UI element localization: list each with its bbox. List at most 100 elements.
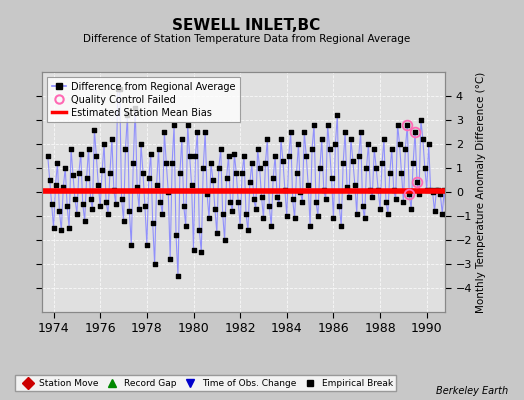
Point: [306, 222, 314, 229]
Point: [201, 129, 210, 135]
Point: [205, 215, 213, 222]
Point: [152, 182, 161, 188]
Point: [310, 122, 318, 128]
Point: [117, 196, 126, 202]
Point: [90, 126, 99, 133]
Point: [234, 198, 243, 205]
Point: [345, 194, 353, 200]
Point: [63, 203, 71, 210]
Point: [318, 136, 326, 142]
Point: [131, 105, 139, 111]
Point: [273, 194, 281, 200]
Point: [454, 189, 462, 195]
Point: [335, 203, 343, 210]
Point: [374, 186, 383, 193]
Point: [380, 136, 388, 142]
Point: [322, 196, 330, 202]
Point: [158, 210, 167, 217]
Point: [277, 136, 285, 142]
Point: [160, 129, 169, 135]
Point: [94, 182, 103, 188]
Point: [448, 189, 456, 195]
Point: [255, 165, 264, 171]
Point: [314, 213, 322, 219]
Point: [315, 165, 324, 171]
Point: [362, 165, 370, 171]
Point: [296, 189, 304, 195]
Point: [195, 227, 203, 234]
Point: [395, 141, 403, 147]
Point: [199, 165, 208, 171]
Point: [405, 191, 413, 198]
Point: [267, 222, 276, 229]
Point: [69, 172, 77, 178]
Text: Difference of Station Temperature Data from Regional Average: Difference of Station Temperature Data f…: [83, 34, 410, 44]
Point: [147, 150, 155, 157]
Point: [427, 186, 435, 193]
Point: [170, 122, 178, 128]
Point: [104, 210, 112, 217]
Point: [298, 198, 307, 205]
Point: [355, 153, 363, 159]
Point: [71, 196, 79, 202]
Point: [269, 174, 277, 181]
Point: [351, 182, 359, 188]
Point: [46, 177, 54, 183]
Point: [143, 242, 151, 248]
Point: [263, 136, 271, 142]
Point: [382, 198, 390, 205]
Point: [168, 160, 177, 166]
Point: [137, 141, 145, 147]
Point: [450, 208, 458, 214]
Point: [246, 179, 254, 186]
Point: [287, 129, 295, 135]
Point: [100, 141, 108, 147]
Point: [333, 112, 342, 118]
Point: [180, 203, 188, 210]
Point: [133, 184, 141, 190]
Point: [281, 186, 289, 193]
Point: [74, 170, 83, 176]
Point: [436, 191, 444, 198]
Point: [211, 206, 219, 212]
Point: [224, 153, 233, 159]
Point: [388, 146, 396, 152]
Point: [176, 170, 184, 176]
Point: [415, 191, 423, 198]
Point: [55, 208, 63, 214]
Point: [121, 146, 129, 152]
Point: [279, 158, 287, 164]
Point: [166, 256, 174, 262]
Point: [320, 186, 328, 193]
Point: [178, 136, 186, 142]
Point: [81, 218, 89, 224]
Point: [84, 146, 93, 152]
Point: [370, 146, 378, 152]
Point: [156, 198, 165, 205]
Point: [312, 198, 320, 205]
Point: [409, 160, 417, 166]
Point: [193, 129, 202, 135]
Point: [48, 201, 56, 207]
Point: [213, 230, 221, 236]
Point: [341, 129, 350, 135]
Point: [358, 203, 367, 210]
Point: [434, 186, 443, 193]
Point: [244, 227, 252, 234]
Point: [240, 153, 248, 159]
Point: [440, 186, 449, 193]
Point: [364, 141, 373, 147]
Point: [259, 215, 268, 222]
Point: [181, 222, 190, 229]
Point: [300, 129, 309, 135]
Point: [444, 215, 452, 222]
Point: [197, 249, 205, 255]
Point: [82, 174, 91, 181]
Point: [102, 198, 110, 205]
Point: [275, 201, 283, 207]
Point: [389, 186, 398, 193]
Point: [329, 215, 337, 222]
Point: [106, 170, 114, 176]
Point: [232, 170, 241, 176]
Point: [429, 189, 437, 195]
